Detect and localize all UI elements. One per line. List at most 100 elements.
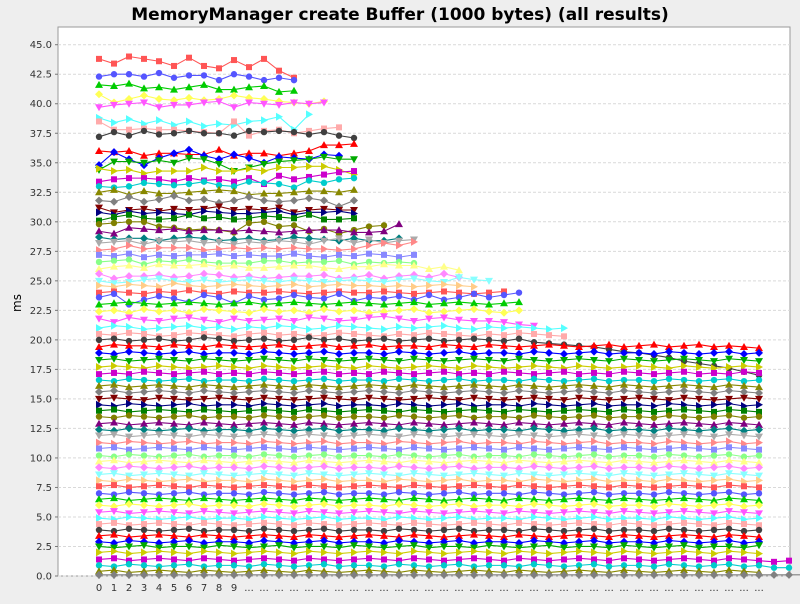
data-point — [125, 570, 133, 579]
data-point — [111, 555, 117, 562]
data-point — [96, 178, 102, 185]
data-point — [261, 361, 268, 370]
data-point — [171, 167, 178, 176]
data-point — [275, 127, 283, 135]
data-point — [125, 420, 133, 428]
data-point — [141, 215, 147, 222]
data-point — [246, 548, 253, 557]
data-point — [185, 570, 193, 579]
y-tick-label: 5.0 — [36, 512, 52, 523]
data-point — [515, 342, 523, 350]
data-point — [620, 395, 628, 403]
data-point — [741, 483, 747, 490]
data-point — [110, 82, 118, 90]
data-point — [170, 306, 178, 315]
data-point — [140, 218, 148, 226]
data-point — [140, 151, 148, 159]
y-tick-label: 45.0 — [30, 40, 52, 51]
data-point — [710, 425, 718, 434]
data-point — [381, 556, 387, 563]
x-tick-label: 3 — [141, 583, 147, 594]
data-point — [155, 69, 163, 77]
data-point — [470, 335, 478, 342]
y-tick-label: 42.5 — [30, 70, 52, 81]
data-point — [245, 419, 253, 427]
data-point — [155, 131, 163, 138]
data-point — [276, 363, 283, 372]
data-point — [320, 258, 328, 266]
data-point — [140, 276, 148, 284]
data-point — [666, 445, 672, 452]
data-point — [440, 413, 448, 420]
data-point — [156, 361, 163, 370]
data-point — [621, 547, 628, 556]
data-point — [320, 457, 328, 465]
series-41 — [95, 355, 763, 366]
data-point — [230, 533, 238, 541]
data-point — [350, 567, 358, 575]
series-line — [98, 253, 415, 258]
data-point — [606, 439, 613, 448]
data-point — [365, 470, 373, 478]
data-point — [531, 445, 537, 452]
x-tick-label: 2 — [126, 583, 132, 594]
data-point — [291, 557, 297, 564]
data-point — [695, 377, 703, 385]
data-point — [275, 413, 283, 420]
data-point — [140, 567, 148, 575]
data-point — [440, 299, 448, 307]
data-point — [125, 132, 133, 139]
data-point — [140, 91, 148, 100]
data-point — [320, 543, 328, 551]
data-point — [275, 237, 283, 245]
data-point — [395, 347, 403, 356]
data-point — [216, 176, 222, 183]
data-point — [95, 413, 103, 420]
data-point — [290, 227, 298, 235]
data-point — [335, 290, 343, 298]
data-point — [411, 519, 417, 526]
data-point — [591, 521, 597, 528]
data-point — [290, 383, 298, 391]
data-point — [426, 369, 432, 376]
data-point — [110, 257, 118, 264]
data-point — [471, 482, 477, 489]
data-point — [95, 381, 103, 389]
data-point — [711, 484, 717, 491]
data-point — [245, 377, 253, 385]
data-point — [606, 557, 612, 564]
data-point — [396, 512, 403, 521]
data-point — [560, 531, 568, 539]
data-point — [351, 369, 357, 376]
data-point — [245, 336, 253, 344]
data-point — [725, 347, 733, 356]
data-point — [125, 237, 133, 245]
data-point — [95, 356, 103, 364]
data-point — [636, 445, 642, 452]
data-point — [561, 368, 567, 375]
data-point — [500, 463, 508, 472]
data-point — [185, 510, 193, 518]
data-point — [485, 294, 493, 301]
data-point — [110, 219, 118, 227]
data-point — [515, 395, 523, 403]
data-point — [126, 329, 132, 336]
data-point — [710, 376, 718, 384]
data-point — [726, 437, 733, 446]
data-point — [155, 317, 163, 325]
data-point — [185, 72, 193, 79]
data-point — [500, 291, 508, 299]
data-point — [500, 348, 508, 357]
data-point — [591, 363, 598, 372]
data-point — [471, 406, 477, 413]
data-point — [260, 82, 268, 90]
data-point — [425, 544, 433, 552]
data-point — [335, 176, 343, 183]
data-point — [635, 531, 643, 539]
data-point — [216, 521, 222, 528]
data-point — [665, 543, 673, 551]
data-point — [470, 570, 478, 579]
data-point — [351, 322, 358, 331]
data-point — [530, 432, 538, 440]
data-point — [545, 413, 553, 420]
